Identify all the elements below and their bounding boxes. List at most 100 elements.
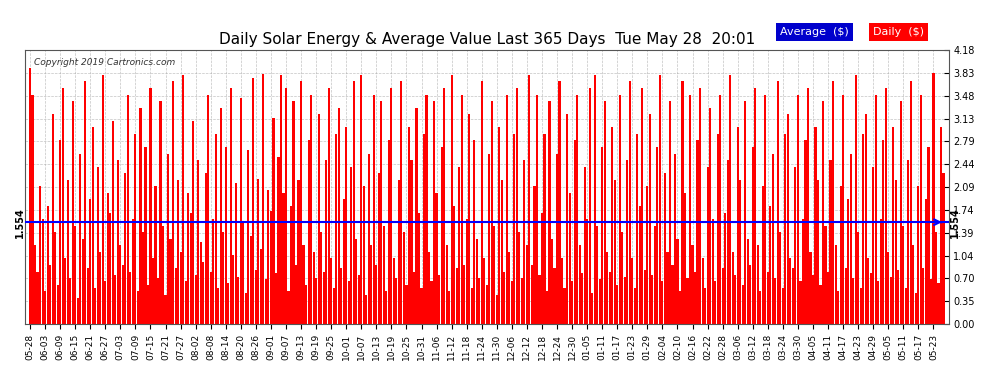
- Bar: [240, 98, 242, 324]
- Bar: [498, 128, 500, 324]
- Bar: [295, 265, 297, 324]
- Bar: [642, 88, 644, 324]
- Bar: [59, 141, 61, 324]
- Bar: [632, 258, 634, 324]
- Bar: [859, 288, 861, 324]
- Bar: [142, 232, 144, 324]
- Bar: [744, 101, 746, 324]
- Bar: [923, 268, 925, 324]
- Bar: [463, 265, 465, 324]
- Bar: [200, 242, 202, 324]
- Bar: [336, 134, 338, 324]
- Bar: [272, 117, 274, 324]
- Bar: [847, 200, 849, 324]
- Bar: [97, 167, 99, 324]
- Bar: [390, 88, 392, 324]
- Bar: [154, 186, 156, 324]
- Bar: [900, 101, 902, 324]
- Bar: [164, 294, 166, 324]
- Bar: [34, 245, 36, 324]
- Bar: [79, 154, 81, 324]
- Bar: [450, 75, 452, 324]
- Bar: [426, 94, 428, 324]
- Bar: [418, 213, 420, 324]
- Bar: [913, 245, 915, 324]
- Bar: [47, 206, 49, 324]
- Bar: [328, 88, 330, 324]
- Bar: [508, 252, 511, 324]
- Bar: [825, 226, 827, 324]
- Bar: [140, 108, 142, 324]
- Bar: [225, 147, 227, 324]
- Bar: [491, 101, 493, 324]
- Bar: [458, 167, 460, 324]
- Bar: [817, 180, 819, 324]
- Bar: [918, 186, 920, 324]
- Bar: [676, 239, 678, 324]
- Bar: [761, 186, 764, 324]
- Bar: [84, 81, 86, 324]
- Bar: [724, 213, 727, 324]
- Bar: [707, 167, 709, 324]
- Bar: [880, 219, 882, 324]
- Text: Daily  ($): Daily ($): [873, 27, 924, 37]
- Bar: [501, 180, 503, 324]
- Bar: [149, 88, 151, 324]
- Bar: [644, 270, 645, 324]
- Bar: [586, 219, 588, 324]
- Bar: [320, 232, 322, 324]
- Bar: [357, 275, 359, 324]
- Bar: [920, 94, 922, 324]
- Bar: [267, 190, 269, 324]
- Bar: [869, 273, 872, 324]
- Bar: [805, 141, 807, 324]
- Bar: [290, 206, 292, 324]
- Bar: [235, 183, 237, 324]
- Bar: [664, 173, 666, 324]
- Bar: [689, 94, 691, 324]
- Text: 1.554: 1.554: [949, 207, 959, 237]
- Bar: [742, 285, 743, 324]
- Bar: [64, 258, 66, 324]
- Bar: [578, 245, 581, 324]
- Bar: [910, 81, 912, 324]
- Bar: [651, 275, 653, 324]
- Bar: [189, 213, 192, 324]
- Bar: [54, 232, 56, 324]
- Bar: [238, 277, 240, 324]
- Bar: [729, 75, 732, 324]
- Bar: [634, 288, 636, 324]
- Bar: [604, 101, 606, 324]
- Bar: [830, 160, 832, 324]
- Bar: [702, 258, 704, 324]
- Bar: [576, 94, 578, 324]
- Bar: [341, 268, 343, 324]
- Bar: [184, 281, 187, 324]
- Bar: [895, 180, 897, 324]
- Bar: [709, 108, 711, 324]
- Bar: [112, 121, 114, 324]
- Bar: [749, 265, 751, 324]
- Bar: [571, 281, 573, 324]
- Bar: [541, 213, 544, 324]
- Bar: [933, 73, 935, 324]
- Bar: [446, 245, 447, 324]
- Bar: [524, 160, 526, 324]
- Bar: [197, 160, 199, 324]
- Bar: [915, 292, 917, 324]
- Bar: [413, 272, 415, 324]
- Bar: [802, 219, 804, 324]
- Bar: [820, 285, 822, 324]
- Bar: [719, 94, 721, 324]
- Bar: [468, 114, 470, 324]
- Bar: [857, 232, 859, 324]
- Bar: [621, 232, 624, 324]
- Bar: [837, 291, 840, 324]
- Bar: [784, 134, 786, 324]
- Bar: [686, 278, 689, 324]
- Bar: [137, 291, 139, 324]
- Bar: [862, 134, 864, 324]
- Bar: [385, 291, 387, 324]
- Bar: [408, 128, 410, 324]
- Bar: [521, 278, 523, 324]
